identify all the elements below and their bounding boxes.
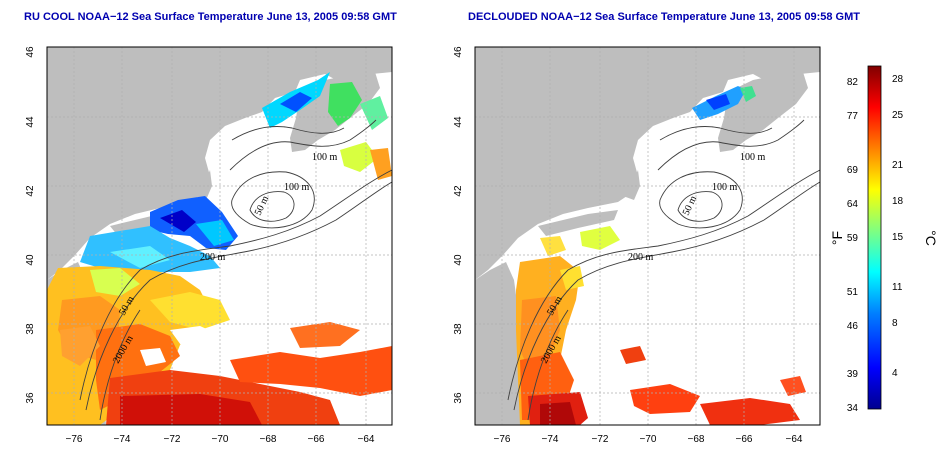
f-tick-82: 82 — [847, 77, 859, 88]
right-panel-title: DECLOUDED NOAA−12 Sea Surface Temperatur… — [468, 11, 860, 23]
right-map-panel: 100 m 100 m 50 m 200 m 50 m 2000 m 36 38… — [453, 46, 821, 445]
left-contour-label-100m-b: 100 m — [284, 182, 310, 193]
right-y-tick-38: 38 — [453, 323, 464, 335]
right-sst-shelf — [540, 226, 620, 256]
right-x-tick-66: −66 — [736, 434, 753, 445]
colorbar-gradient — [867, 65, 882, 410]
left-x-tick-64: −64 — [358, 434, 375, 445]
left-cloud-gaps — [140, 324, 280, 366]
right-x-tick-74: −74 — [542, 434, 559, 445]
f-tick-77: 77 — [847, 111, 859, 122]
left-contour-label-200m: 200 m — [200, 252, 226, 263]
right-contour-label-100m-a: 100 m — [740, 152, 766, 163]
right-contour-label-100m-b: 100 m — [712, 182, 738, 193]
c-tick-25: 25 — [892, 110, 904, 121]
right-x-tick-64: −64 — [786, 434, 803, 445]
left-x-tick-68: −68 — [260, 434, 277, 445]
left-y-tick-36: 36 — [25, 392, 36, 404]
left-contour-label-100m-a: 100 m — [312, 152, 338, 163]
left-x-tick-66: −66 — [308, 434, 325, 445]
f-tick-34: 34 — [847, 403, 859, 414]
right-y-tick-42: 42 — [453, 185, 464, 197]
left-land-north — [47, 47, 392, 280]
left-land-cape-cod — [195, 170, 212, 200]
right-y-axis: 36 38 40 42 44 46 — [453, 46, 464, 404]
f-tick-59: 59 — [847, 233, 859, 244]
colorbar-celsius-unit: °C — [923, 230, 939, 246]
right-y-tick-40: 40 — [453, 254, 464, 266]
c-tick-21: 21 — [892, 160, 904, 171]
c-tick-15: 15 — [892, 232, 904, 243]
left-x-tick-74: −74 — [114, 434, 131, 445]
left-x-tick-70: −70 — [212, 434, 229, 445]
c-tick-8: 8 — [892, 318, 898, 329]
right-land-north — [475, 47, 820, 280]
left-sst-cool-north — [262, 72, 392, 180]
left-y-tick-38: 38 — [25, 323, 36, 335]
left-panel-title: RU COOL NOAA−12 Sea Surface Temperature … — [24, 11, 397, 23]
colorbar-celsius-ticks: 28 25 21 18 15 11 8 4 — [892, 74, 904, 379]
right-land-longisland — [538, 210, 618, 236]
left-sst-warm-south — [47, 266, 392, 425]
left-sst-shelf — [80, 196, 238, 274]
left-map-panel: 100 m 100 m 50 m 200 m 50 m 2000 m 36 38… — [25, 46, 393, 445]
left-x-tick-76: −76 — [66, 434, 83, 445]
right-y-tick-46: 46 — [453, 46, 464, 58]
left-y-tick-40: 40 — [25, 254, 36, 266]
right-x-tick-70: −70 — [640, 434, 657, 445]
c-tick-4: 4 — [892, 368, 898, 379]
f-tick-51: 51 — [847, 287, 859, 298]
left-y-tick-44: 44 — [25, 116, 36, 128]
right-bathymetry — [507, 119, 820, 421]
right-x-tick-68: −68 — [688, 434, 705, 445]
left-x-axis: −76 −74 −72 −70 −68 −66 −64 — [66, 434, 375, 445]
c-tick-11: 11 — [892, 282, 903, 293]
right-sst-cool-north — [692, 86, 756, 120]
colorbar: 82 77 69 64 59 51 46 39 34 28 25 21 18 1… — [829, 65, 939, 414]
left-x-tick-72: −72 — [164, 434, 181, 445]
c-tick-28: 28 — [892, 74, 904, 85]
f-tick-64: 64 — [847, 199, 859, 210]
c-tick-18: 18 — [892, 196, 904, 207]
f-tick-39: 39 — [847, 369, 859, 380]
left-y-tick-46: 46 — [25, 46, 36, 58]
colorbar-fahrenheit-ticks: 82 77 69 64 59 51 46 39 34 — [847, 77, 859, 414]
right-y-tick-36: 36 — [453, 392, 464, 404]
right-x-tick-72: −72 — [592, 434, 609, 445]
right-x-tick-76: −76 — [494, 434, 511, 445]
left-y-tick-42: 42 — [25, 185, 36, 197]
right-y-tick-44: 44 — [453, 116, 464, 128]
f-tick-46: 46 — [847, 321, 859, 332]
colorbar-fahrenheit-unit: °F — [829, 231, 845, 245]
right-land-cape-cod — [623, 170, 640, 200]
f-tick-69: 69 — [847, 165, 859, 176]
left-bathymetry — [79, 119, 392, 421]
right-contour-label-200m: 200 m — [628, 252, 654, 263]
left-y-axis: 36 38 40 42 44 46 — [25, 46, 36, 404]
right-x-axis: −76 −74 −72 −70 −68 −66 −64 — [494, 434, 803, 445]
